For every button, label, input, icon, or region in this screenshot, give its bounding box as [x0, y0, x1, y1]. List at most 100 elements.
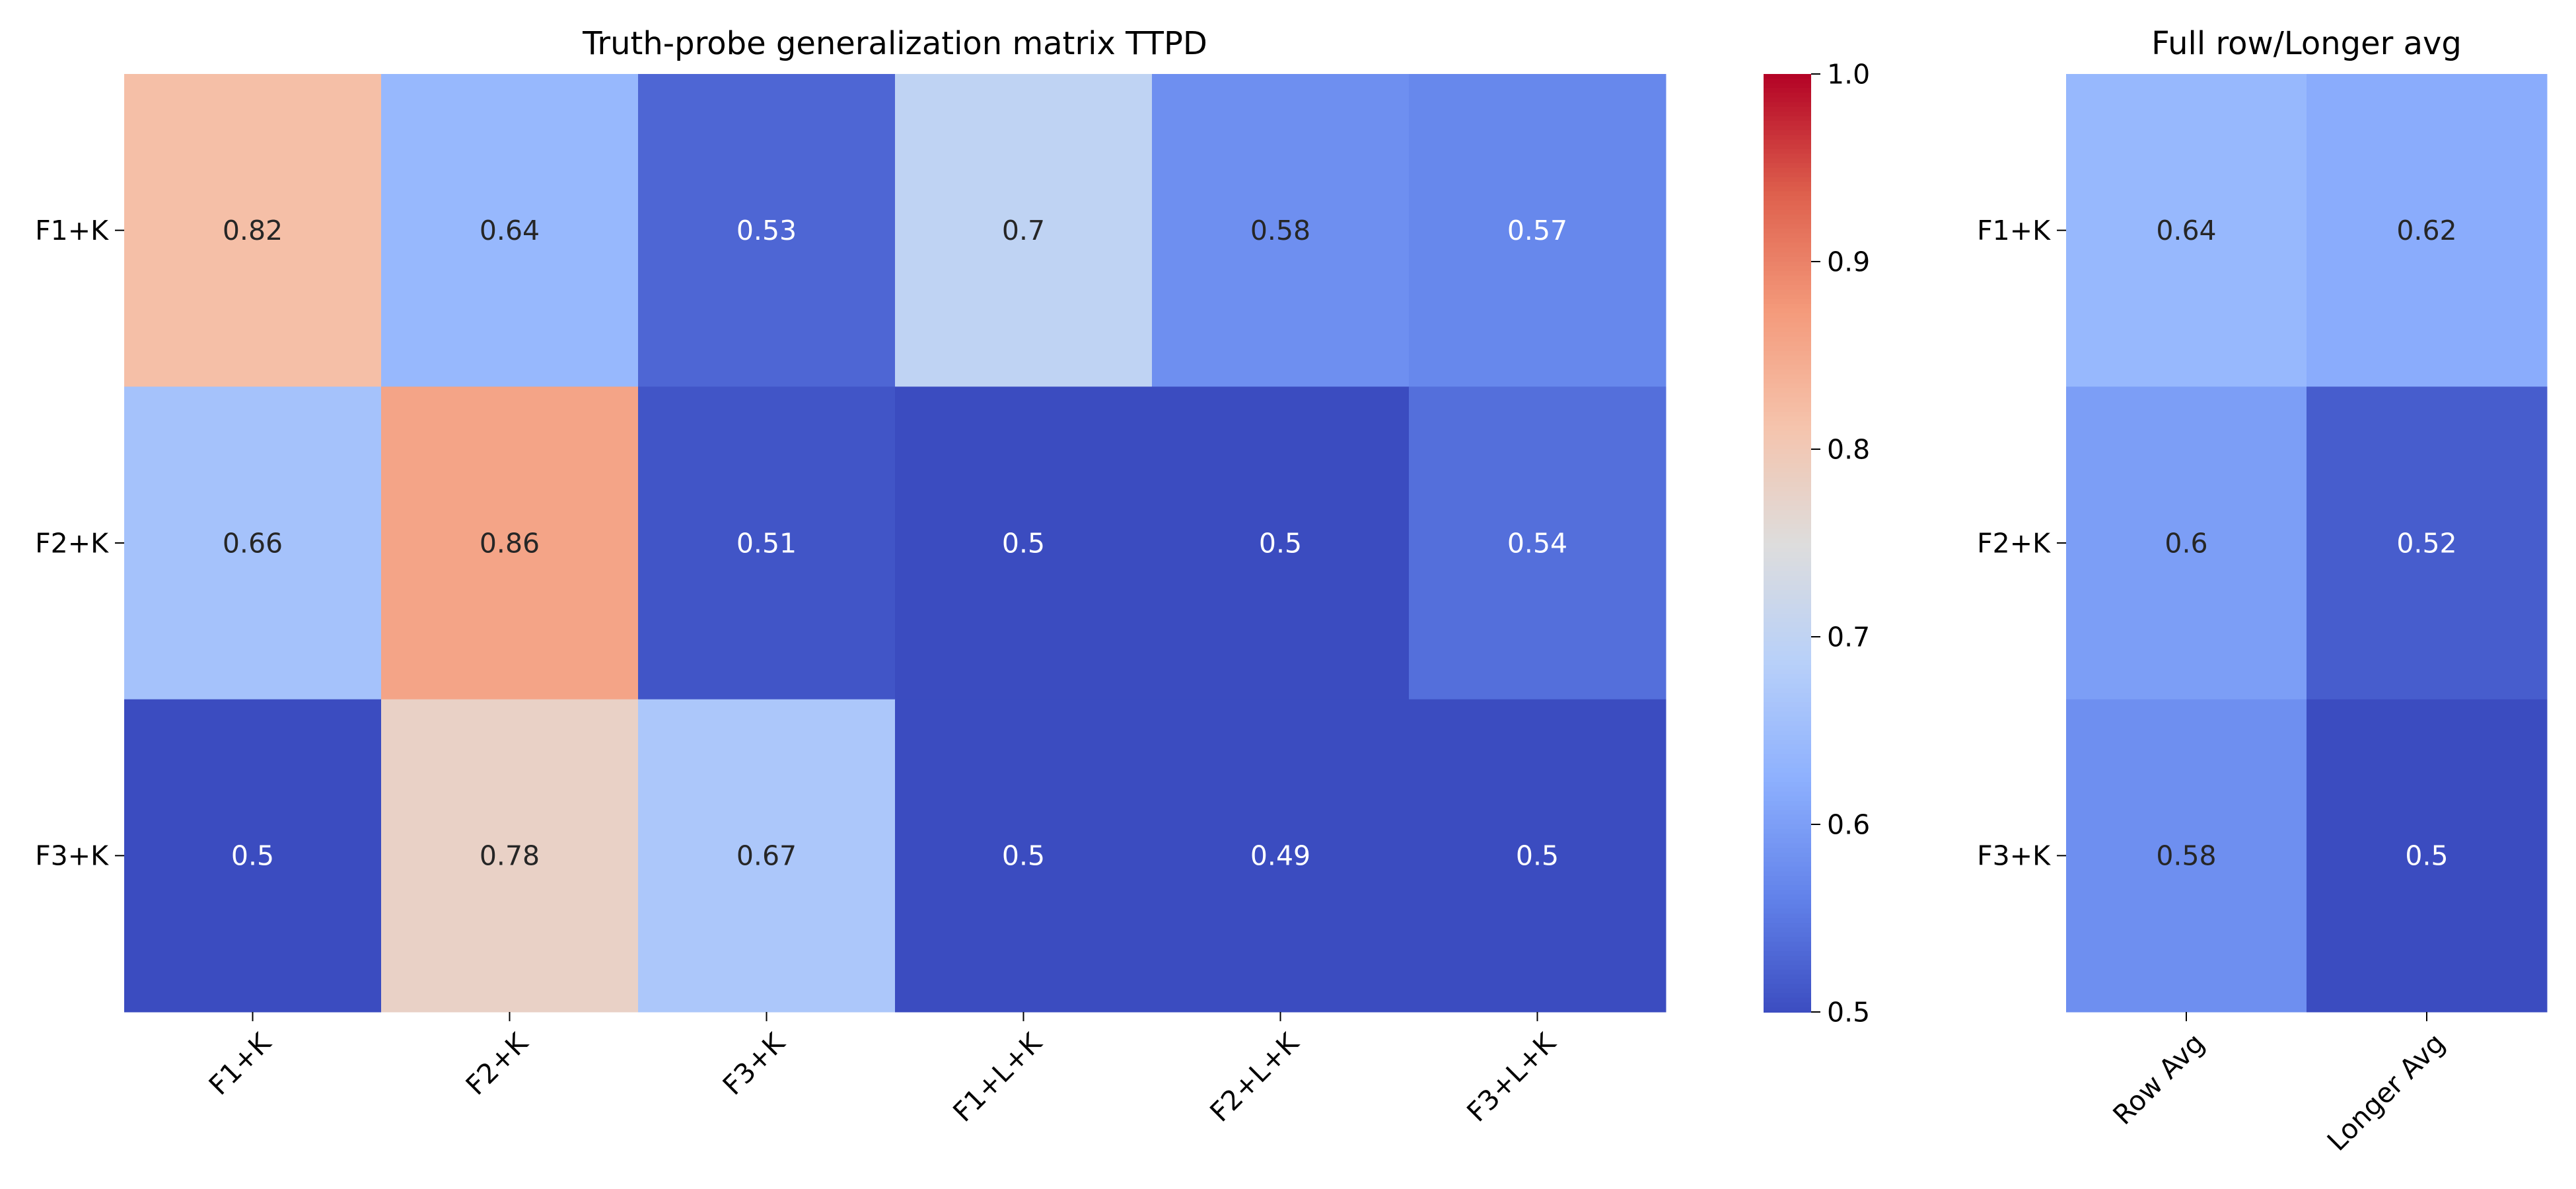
- colorbar-gradient-step: [1764, 378, 1811, 384]
- colorbar-gradient-step: [1764, 238, 1811, 244]
- colorbar-gradient-step: [1764, 430, 1811, 436]
- colorbar-gradient-step: [1764, 397, 1811, 403]
- colorbar-gradient-step: [1764, 74, 1811, 80]
- cell-value-label: 0.5: [1516, 840, 1559, 872]
- colorbar-gradient-step: [1764, 932, 1811, 938]
- colorbar-gradient-step: [1764, 744, 1811, 750]
- colorbar-gradient-step: [1764, 847, 1811, 853]
- colorbar-gradient-step: [1764, 407, 1811, 413]
- column-label: F1+K: [203, 1027, 277, 1101]
- colorbar-gradient-step: [1764, 224, 1811, 230]
- colorbar-gradient-step: [1764, 913, 1811, 919]
- colorbar-gradient-step: [1764, 631, 1811, 637]
- colorbar-tick-label: 0.5: [1827, 996, 1870, 1028]
- colorbar-gradient-step: [1764, 810, 1811, 816]
- row-label: F1+K: [1977, 215, 2051, 246]
- colorbar-gradient-step: [1764, 515, 1811, 521]
- colorbar-gradient-step: [1764, 599, 1811, 605]
- colorbar-gradient-step: [1764, 852, 1811, 858]
- heatmap-cell: [895, 74, 1153, 387]
- colorbar-gradient-step: [1764, 106, 1811, 112]
- row-label: F3+K: [35, 840, 109, 872]
- colorbar-gradient-step: [1764, 580, 1811, 586]
- colorbar-gradient-step: [1764, 486, 1811, 492]
- cell-value-label: 0.62: [2396, 215, 2456, 246]
- heatmap-cell: [2066, 699, 2307, 1013]
- colorbar-gradient-step: [1764, 327, 1811, 333]
- colorbar-gradient-step: [1764, 651, 1811, 657]
- chart-title: Full row/Longer avg: [2151, 25, 2462, 62]
- colorbar-gradient-step: [1764, 350, 1811, 356]
- colorbar-gradient-step: [1764, 510, 1811, 516]
- colorbar-gradient-step: [1764, 655, 1811, 661]
- colorbar-gradient-step: [1764, 97, 1811, 103]
- colorbar-gradient-step: [1764, 158, 1811, 164]
- colorbar-gradient-step: [1764, 866, 1811, 872]
- colorbar-gradient-step: [1764, 463, 1811, 469]
- colorbar-gradient-step: [1764, 814, 1811, 820]
- colorbar-gradient-step: [1764, 280, 1811, 286]
- colorbar-gradient-step: [1764, 716, 1811, 722]
- colorbar-gradient-step: [1764, 458, 1811, 464]
- colorbar-gradient-step: [1764, 585, 1811, 591]
- colorbar-gradient-step: [1764, 641, 1811, 647]
- cell-value-label: 0.67: [736, 840, 797, 872]
- heatmap-cell: [2307, 386, 2548, 700]
- colorbar-gradient-step: [1764, 262, 1811, 268]
- cell-value-label: 0.53: [736, 215, 797, 246]
- column-label: F1+L+K: [947, 1027, 1049, 1128]
- colorbar-gradient-step: [1764, 665, 1811, 670]
- colorbar-gradient-step: [1764, 824, 1811, 830]
- colorbar-tick-label: 0.7: [1827, 621, 1870, 653]
- colorbar-gradient-step: [1764, 970, 1811, 976]
- colorbar-gradient-step: [1764, 731, 1811, 737]
- colorbar-gradient-step: [1764, 575, 1811, 581]
- colorbar-gradient-step: [1764, 313, 1811, 319]
- colorbar-gradient-step: [1764, 186, 1811, 192]
- colorbar-gradient-step: [1764, 613, 1811, 619]
- colorbar-gradient-step: [1764, 890, 1811, 896]
- cell-value-label: 0.58: [1250, 215, 1310, 246]
- colorbar-gradient-step: [1764, 646, 1811, 652]
- colorbar-gradient-step: [1764, 693, 1811, 699]
- colorbar-gradient-step: [1764, 904, 1811, 910]
- colorbar-gradient-step: [1764, 937, 1811, 943]
- colorbar-gradient-step: [1764, 637, 1811, 643]
- colorbar-gradient-step: [1764, 92, 1811, 98]
- colorbar-gradient-step: [1764, 735, 1811, 741]
- colorbar-gradient-step: [1764, 801, 1811, 807]
- heatmap-cell: [2066, 386, 2307, 700]
- cell-value-label: 0.5: [1002, 527, 1045, 559]
- heatmap-cell: [124, 386, 382, 700]
- colorbar-gradient-step: [1764, 392, 1811, 398]
- colorbar-gradient-step: [1764, 772, 1811, 778]
- colorbar-gradient-step: [1764, 711, 1811, 717]
- colorbar-gradient-step: [1764, 365, 1811, 371]
- colorbar: 0.5 0.6 0.7 0.8 0.9 1.0: [1764, 58, 1870, 1028]
- colorbar-gradient-step: [1764, 383, 1811, 389]
- colorbar-gradient-step: [1764, 908, 1811, 914]
- colorbar-gradient-step: [1764, 200, 1811, 206]
- colorbar-gradient-step: [1764, 758, 1811, 764]
- colorbar-gradient-step: [1764, 885, 1811, 891]
- heatmap-cell: [638, 699, 896, 1013]
- colorbar-gradient-step: [1764, 491, 1811, 497]
- colorbar-gradient-step: [1764, 590, 1811, 596]
- row-label: F3+K: [1977, 840, 2051, 872]
- colorbar-gradient-step: [1764, 252, 1811, 258]
- colorbar-gradient-step: [1764, 318, 1811, 324]
- colorbar-gradient-step: [1764, 439, 1811, 445]
- colorbar-gradient-step: [1764, 83, 1811, 89]
- heatmap-cell: [2066, 74, 2307, 387]
- colorbar-gradient-step: [1764, 538, 1811, 544]
- colorbar-gradient-step: [1764, 861, 1811, 867]
- colorbar-gradient-step: [1764, 984, 1811, 990]
- colorbar-gradient-step: [1764, 997, 1811, 1003]
- cell-value-label: 0.78: [480, 840, 540, 872]
- colorbar-gradient-step: [1764, 191, 1811, 197]
- colorbar-gradient-step: [1764, 1007, 1811, 1013]
- heatmap-cell: [895, 386, 1153, 700]
- colorbar-gradient-step: [1764, 754, 1811, 760]
- colorbar-gradient-step: [1764, 256, 1811, 262]
- colorbar-gradient-step: [1764, 444, 1811, 450]
